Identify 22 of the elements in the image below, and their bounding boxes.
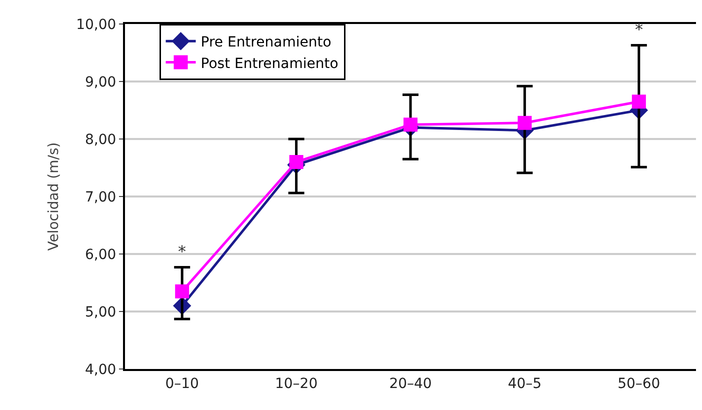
point <box>632 94 646 109</box>
x-tick-label: 10–20 <box>274 376 318 392</box>
x-tick-label: 0–10 <box>165 376 199 392</box>
y-tick-label: 6,00 <box>85 246 116 263</box>
annotation: * <box>178 242 186 261</box>
y-tick-label: 5,00 <box>85 304 116 320</box>
y-tick-label: 4,00 <box>85 362 116 378</box>
annotation: * <box>635 20 643 39</box>
x-tick-label: 50–60 <box>618 376 660 392</box>
y-tick-label: 10,00 <box>76 16 116 33</box>
point <box>175 284 190 298</box>
y-tick-label: 7,00 <box>85 189 116 206</box>
legend-label: Post Entrenamiento <box>200 56 338 72</box>
y-tick-label: 9,00 <box>85 74 116 90</box>
legend-label: Pre Entrenamiento <box>200 34 332 51</box>
y-axis-title: Velocidad (m/s) <box>46 142 62 251</box>
point <box>518 116 532 130</box>
point <box>289 155 304 169</box>
x-tick-label: 40–5 <box>508 376 542 392</box>
x-tick-label: 20–40 <box>389 376 432 392</box>
y-tick-label: 8,00 <box>85 132 116 148</box>
point <box>404 118 418 132</box>
